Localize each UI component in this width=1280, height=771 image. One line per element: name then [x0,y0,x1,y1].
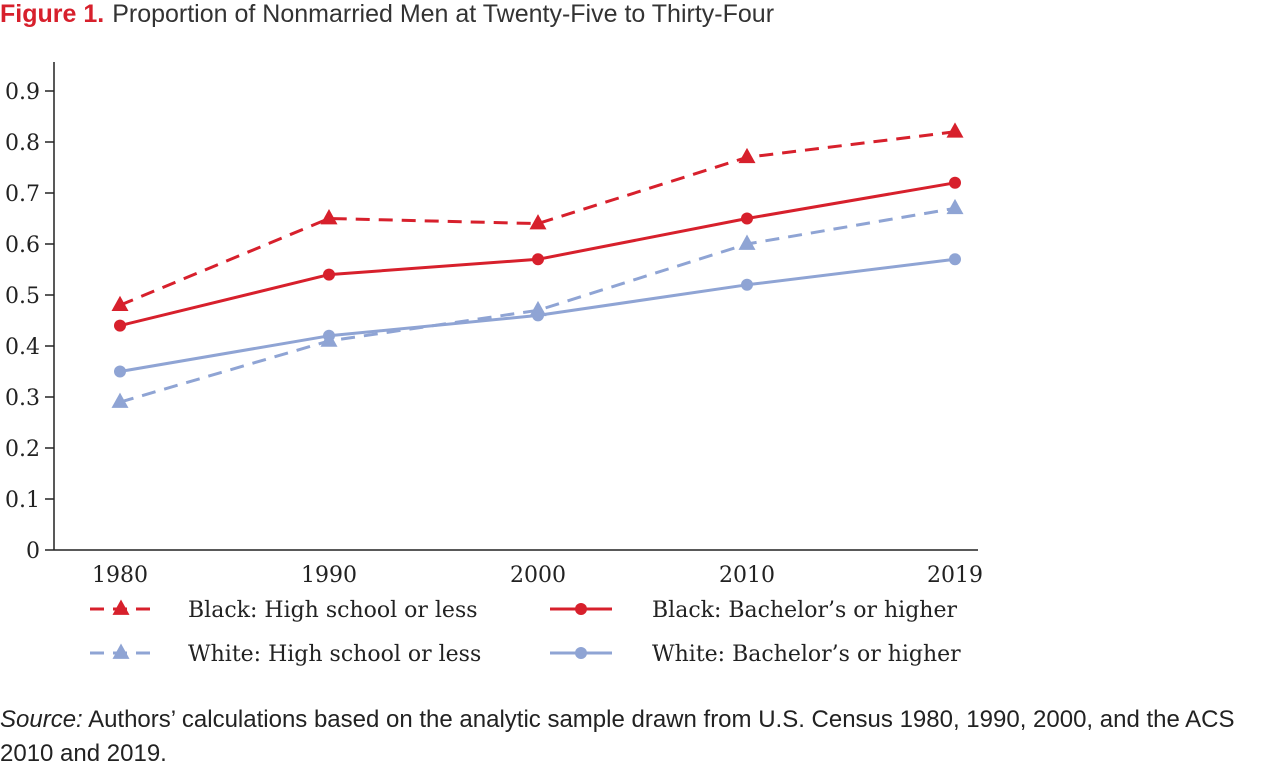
source-note: Source: Authors’ calculations based on t… [0,703,1280,771]
y-tick-label: 0.6 [5,233,40,258]
y-tick-label: 0.3 [5,386,40,411]
circle-point [114,365,126,378]
triangle-point [320,209,338,225]
y-tick-label: 0.7 [5,182,40,207]
x-tick-label: 2019 [927,563,983,588]
legend-label: Black: High school or less [188,598,478,623]
circle-point [741,278,753,291]
chart-series [111,122,964,408]
legend-label: White: Bachelor’s or higher [652,642,961,667]
triangle-point [946,122,964,138]
triangle-point [738,234,756,250]
line-chart: 0 0.1 0.2 0.3 0.4 0.5 0.6 0.7 0.8 0.9 1980 1990 200… [5,62,983,667]
triangle-point [111,295,129,312]
circle-point [323,268,335,281]
circle-point [532,253,544,266]
chart-axes [53,62,978,551]
source-text: Authors’ calculations based on the analy… [0,706,1235,767]
legend-circle-marker [575,603,587,615]
triangle-point [946,198,964,215]
series-2 [114,176,961,332]
figure-title: Figure 1. Proportion of Nonmarried Men at… [0,0,774,29]
legend-entry-3: White: High school or less [90,642,481,667]
x-axis-ticks: 1980 1990 2000 2010 2019 [92,563,983,588]
legend-label: Black: Bachelor’s or higher [652,598,957,623]
circle-point [949,253,961,266]
x-tick-label: 2010 [719,563,775,588]
chart-legend: Black: High school or less Black: Bachelo… [90,598,961,667]
circle-point [114,319,126,332]
series-4 [114,253,961,378]
figure-label: Figure 1. [0,0,105,28]
y-tick-label: 0.5 [5,284,40,309]
legend-label: White: High school or less [188,642,481,667]
figure-title-text: Proportion of Nonmarried Men at Twenty-F… [112,0,775,28]
y-tick-label: 0.2 [5,437,40,462]
circle-point [741,212,753,225]
legend-circle-marker [575,647,587,659]
y-tick-label: 0.8 [5,131,40,156]
legend-entry-4: White: Bachelor’s or higher [550,642,961,667]
series-line [119,206,956,404]
x-tick-label: 1990 [301,563,357,588]
x-tick-label: 2000 [510,563,566,588]
legend-entry-1: Black: High school or less [90,598,478,623]
legend-entry-2: Black: Bachelor’s or higher [550,598,957,623]
circle-point [532,309,544,322]
y-axis-ticks: 0 0.1 0.2 0.3 0.4 0.5 0.6 0.7 0.8 0.9 [5,80,54,564]
y-tick-label: 0.4 [5,335,40,360]
legend-triangle-marker [112,599,130,615]
circle-point [323,329,335,342]
triangle-point [111,392,129,408]
x-tick-label: 1980 [92,563,148,588]
y-tick-label: 0.1 [5,488,40,513]
circle-point [949,176,961,189]
source-label: Source: [0,706,83,733]
series-1 [111,122,964,312]
y-tick-label: 0 [26,539,40,564]
legend-triangle-marker [112,643,130,659]
triangle-point [738,147,756,164]
series-line [119,130,956,307]
series-3 [111,198,964,408]
triangle-point [529,214,547,230]
y-tick-label: 0.9 [5,80,40,105]
